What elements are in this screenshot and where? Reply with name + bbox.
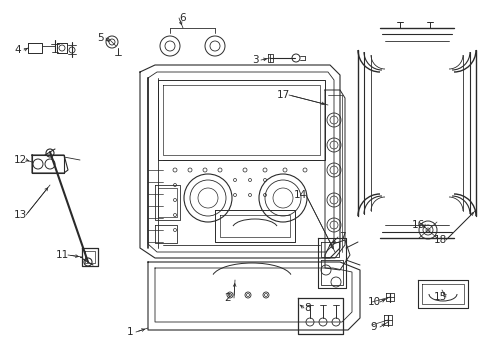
Text: 10: 10 <box>368 297 381 307</box>
Text: 3: 3 <box>252 55 258 65</box>
Text: 2: 2 <box>225 293 231 303</box>
Text: 13: 13 <box>13 210 26 220</box>
Text: 14: 14 <box>294 190 307 200</box>
Text: 7: 7 <box>339 232 345 242</box>
Text: 5: 5 <box>97 33 103 43</box>
Text: 9: 9 <box>371 322 377 332</box>
Text: 1: 1 <box>127 327 133 337</box>
Text: 6: 6 <box>180 13 186 23</box>
Text: 4: 4 <box>15 45 21 55</box>
Text: 11: 11 <box>55 250 69 260</box>
Text: 8: 8 <box>305 303 311 313</box>
Text: 17: 17 <box>276 90 290 100</box>
Text: 12: 12 <box>13 155 26 165</box>
Text: 16: 16 <box>412 220 425 230</box>
Text: 15: 15 <box>433 292 446 302</box>
Text: 18: 18 <box>433 235 446 245</box>
